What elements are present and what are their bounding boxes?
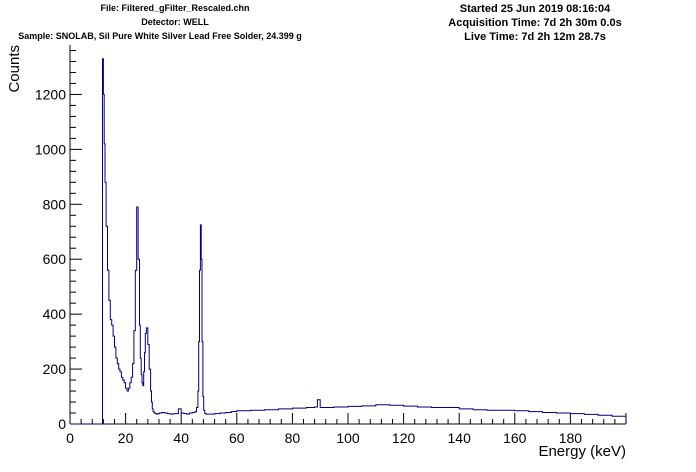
x-axis-ticks: 0 20 40 60 80 100 120 140 160 180 (66, 413, 627, 446)
x-tick-label: 100 (336, 430, 360, 446)
y-tick-label: 1000 (35, 141, 66, 157)
y-tick-label: 800 (43, 196, 67, 212)
x-tick-label: 0 (66, 430, 74, 446)
live-time-label: Live Time: 7d 2h 12m 28.7s (464, 31, 606, 43)
x-tick-label: 60 (229, 430, 245, 446)
x-axis-title: Energy (keV) (538, 443, 626, 460)
x-tick-label: 180 (559, 430, 583, 446)
x-tick-label: 40 (173, 430, 189, 446)
x-tick-label: 160 (503, 430, 527, 446)
x-tick-label: 80 (285, 430, 301, 446)
histogram-line (70, 58, 627, 425)
sample-label: Sample: SNOLAB, Sil Pure White Silver Le… (18, 31, 302, 41)
y-tick-label: 400 (43, 306, 67, 322)
y-axis-title: Counts (6, 45, 23, 93)
detector-label: Detector: WELL (141, 17, 209, 27)
started-label: Started 25 Jun 2019 08:16:04 (459, 3, 611, 15)
acquisition-time-label: Acquisition Time: 7d 2h 30m 0.0s (448, 17, 622, 29)
x-tick-label: 140 (448, 430, 472, 446)
y-tick-label: 1200 (35, 86, 66, 102)
file-label: File: Filtered_gFilter_Rescaled.chn (100, 3, 250, 13)
histogram-series (70, 58, 627, 425)
axes (69, 45, 626, 425)
y-tick-label: 200 (43, 361, 67, 377)
y-tick-label: 600 (43, 251, 67, 267)
y-axis-ticks: 0 200 400 600 800 1000 1200 (35, 49, 82, 432)
y-tick-label: 0 (58, 416, 66, 432)
x-tick-label: 120 (392, 430, 416, 446)
x-tick-label: 20 (118, 430, 134, 446)
